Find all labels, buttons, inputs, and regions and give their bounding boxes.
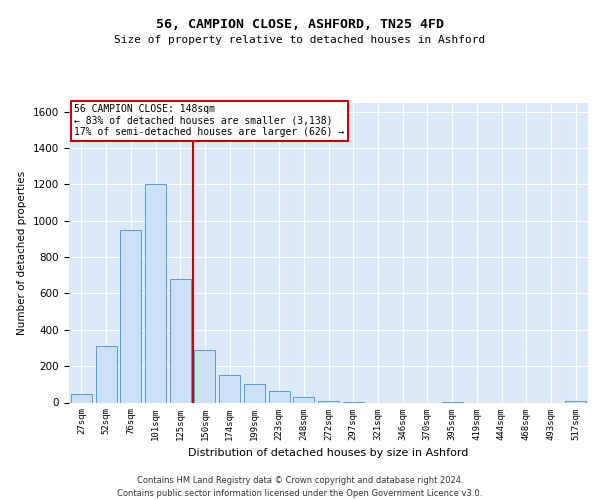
Bar [170,279,191,402]
Bar [71,394,92,402]
Bar [269,390,290,402]
Text: 56, CAMPION CLOSE, ASHFORD, TN25 4FD: 56, CAMPION CLOSE, ASHFORD, TN25 4FD [156,18,444,30]
Y-axis label: Number of detached properties: Number of detached properties [17,170,28,334]
X-axis label: Distribution of detached houses by size in Ashford: Distribution of detached houses by size … [188,448,469,458]
Bar [244,384,265,402]
Text: Contains HM Land Registry data © Crown copyright and database right 2024.: Contains HM Land Registry data © Crown c… [137,476,463,485]
Text: Contains public sector information licensed under the Open Government Licence v3: Contains public sector information licen… [118,489,482,498]
Bar [145,184,166,402]
Bar [565,401,586,402]
Text: Size of property relative to detached houses in Ashford: Size of property relative to detached ho… [115,35,485,45]
Text: 56 CAMPION CLOSE: 148sqm
← 83% of detached houses are smaller (3,138)
17% of sem: 56 CAMPION CLOSE: 148sqm ← 83% of detach… [74,104,344,137]
Bar [194,350,215,403]
Bar [318,401,339,402]
Bar [293,397,314,402]
Bar [95,346,116,403]
Bar [120,230,141,402]
Bar [219,375,240,402]
